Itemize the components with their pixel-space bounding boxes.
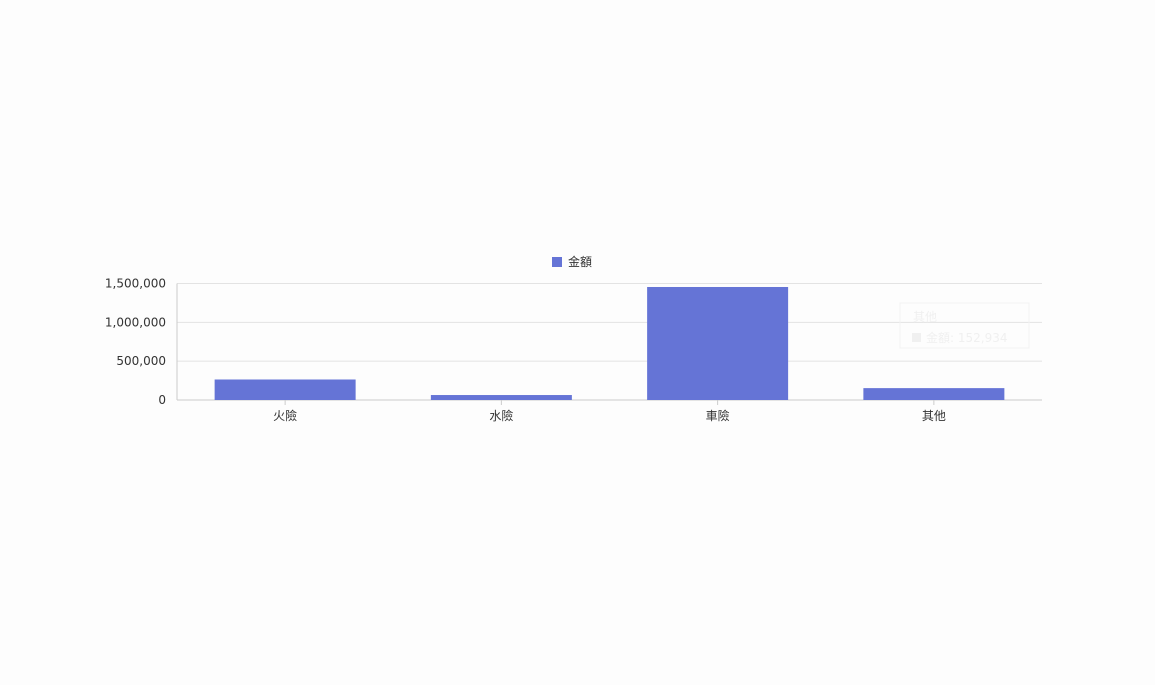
x-tick-label: 火險: [273, 408, 297, 423]
bar-水險: [430, 395, 572, 400]
y-tick-label: 1,500,000: [105, 277, 166, 291]
tooltip-label: 金額: 152,934: [926, 330, 1007, 345]
bar-車險: [647, 286, 789, 400]
bar-其他: [863, 388, 1005, 400]
bar-火險: [214, 379, 356, 400]
tooltip-swatch: [912, 333, 921, 342]
y-tick-label: 0: [158, 393, 166, 407]
y-tick-label: 500,000: [116, 354, 166, 368]
x-tick-label: 水險: [489, 408, 513, 423]
y-tick-label: 1,000,000: [105, 315, 166, 329]
x-tick-label: 其他: [922, 409, 946, 423]
legend-label[interactable]: 金額: [568, 254, 592, 269]
legend-swatch[interactable]: [552, 257, 562, 267]
tooltip-title: 其他: [913, 310, 937, 324]
x-tick-label: 車險: [706, 408, 730, 423]
tooltip-box: [899, 302, 1030, 349]
